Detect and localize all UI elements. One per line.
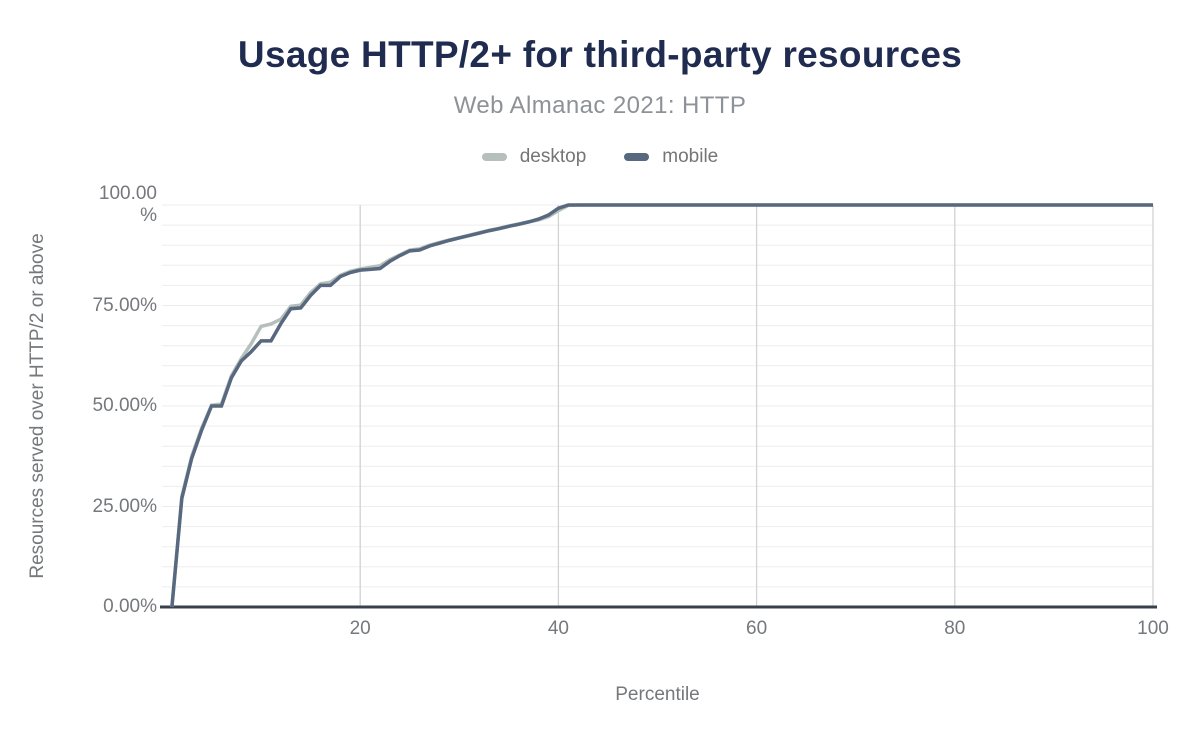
legend-item-desktop: desktop <box>481 146 587 168</box>
y-tick-label: 25.00% <box>92 495 157 517</box>
chart-subtitle: Web Almanac 2021: HTTP <box>453 92 747 119</box>
legend: desktop mobile <box>0 146 1200 168</box>
legend-item-mobile: mobile <box>624 146 718 168</box>
x-tick-label: 40 <box>547 618 569 639</box>
y-tick-label: 75.00% <box>92 294 157 316</box>
y-tick-label: 100.00 % <box>98 183 157 226</box>
legend-label: mobile <box>662 146 719 167</box>
y-tick-label: 50.00% <box>92 395 157 416</box>
x-axis-title: Percentile <box>615 684 700 705</box>
x-tick-label: 60 <box>746 618 768 639</box>
mobile-line <box>170 203 1153 608</box>
y-tick-label: 0.00% <box>103 596 157 617</box>
desktop-swatch-icon <box>481 153 507 161</box>
x-tick-label: 20 <box>349 618 371 639</box>
mobile-swatch-icon <box>624 153 650 161</box>
x-tick-label: 100 <box>1137 618 1169 639</box>
legend-label: desktop <box>519 146 587 167</box>
chart-title: Usage HTTP/2+ for third-party resources <box>237 34 963 75</box>
x-tick-label: 80 <box>944 618 966 639</box>
